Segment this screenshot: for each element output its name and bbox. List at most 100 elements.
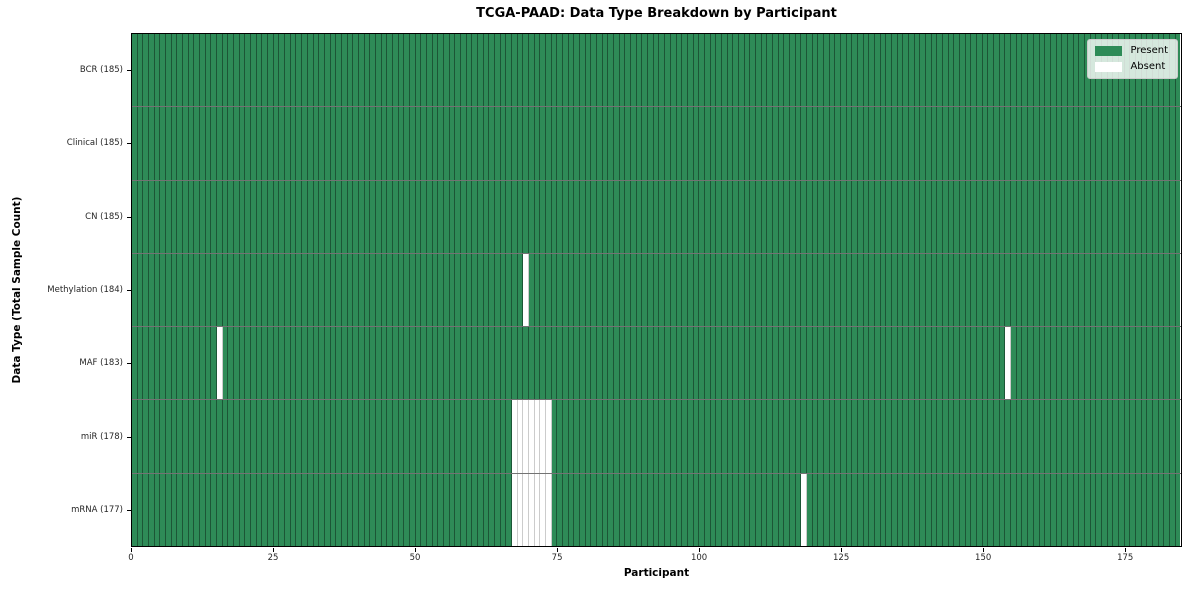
cell-CN-p58 <box>460 180 467 253</box>
cell-MAF-p133 <box>886 327 893 400</box>
cell-mRNA-p106 <box>733 473 739 546</box>
cell-Methylation-p151 <box>988 253 995 327</box>
cell-CN-p120 <box>812 180 819 253</box>
cell-CN-p101 <box>704 180 711 253</box>
cell-miR-p13 <box>205 400 212 473</box>
cell-miR-p141 <box>931 400 938 473</box>
cell-Clinical-p94 <box>665 107 671 180</box>
cell-CN-p126 <box>846 180 853 253</box>
cell-Methylation-p33 <box>319 253 325 327</box>
cell-MAF-p180 <box>1152 327 1159 400</box>
heatmap-row-Methylation <box>132 252 1181 327</box>
cell-BCR-p106 <box>733 34 739 107</box>
legend-swatch-present <box>1095 46 1123 56</box>
cell-BCR-p57 <box>455 34 461 107</box>
cell-miR-p103 <box>716 400 722 473</box>
cell-Methylation-p149 <box>977 253 983 327</box>
cell-MAF-p155 <box>1011 327 1017 400</box>
cell-miR-p133 <box>886 400 893 473</box>
cell-Clinical-p7 <box>171 107 178 180</box>
cell-Clinical-p154 <box>1005 107 1012 180</box>
cell-Methylation-p4 <box>154 253 161 327</box>
cell-miR-p128 <box>858 400 864 473</box>
cell-miR-p59 <box>466 400 473 473</box>
cell-mRNA-p139 <box>920 473 927 546</box>
cell-mRNA-p17 <box>228 473 235 546</box>
cell-miR-p80 <box>585 400 592 473</box>
y-tick-label-Clinical: Clinical (185) <box>66 138 123 149</box>
cell-MAF-p163 <box>1056 327 1063 400</box>
cell-miR-p163 <box>1056 400 1063 473</box>
legend-item-absent: Absent <box>1095 62 1168 72</box>
cell-mRNA-p30 <box>302 473 308 546</box>
cell-Clinical-p24 <box>268 107 274 180</box>
cell-mRNA-p172 <box>1107 473 1114 546</box>
cell-Clinical-p102 <box>710 107 717 180</box>
cell-Clinical-p22 <box>256 107 263 180</box>
cell-MAF-p172 <box>1107 327 1114 400</box>
cell-MAF-p71 <box>534 327 541 400</box>
cell-Methylation-p76 <box>563 253 569 327</box>
cell-mRNA-p0 <box>132 473 138 546</box>
cell-MAF-p93 <box>659 327 666 400</box>
cell-MAF-p10 <box>188 327 195 400</box>
cell-BCR-p81 <box>591 34 598 107</box>
cell-MAF-p145 <box>954 327 961 400</box>
x-tick-mark-50 <box>415 548 417 552</box>
cell-Methylation-p123 <box>829 253 836 327</box>
cell-miR-p147 <box>965 400 972 473</box>
cell-mRNA-p13 <box>205 473 212 546</box>
cell-miR-p49 <box>409 400 416 473</box>
cell-CN-p48 <box>404 180 410 253</box>
cell-MAF-p35 <box>330 327 337 400</box>
cell-MAF-p88 <box>631 327 637 400</box>
cell-BCR-p65 <box>500 34 507 107</box>
cell-miR-p136 <box>903 400 910 473</box>
cell-Clinical-p64 <box>495 107 501 180</box>
cell-mRNA-p85 <box>614 473 620 546</box>
cell-CN-p2 <box>143 180 150 253</box>
cell-BCR-p122 <box>823 34 830 107</box>
cell-mRNA-p90 <box>642 473 649 546</box>
cell-CN-p70 <box>529 180 535 253</box>
cell-Methylation-p121 <box>818 253 824 327</box>
cell-MAF-p46 <box>392 327 399 400</box>
cell-miR-p2 <box>143 400 150 473</box>
cell-miR-p157 <box>1022 400 1029 473</box>
cell-BCR-p7 <box>171 34 178 107</box>
cell-MAF-p131 <box>875 327 881 400</box>
cell-Clinical-p145 <box>954 107 961 180</box>
cell-mRNA-p35 <box>330 473 337 546</box>
cell-miR-p11 <box>194 400 201 473</box>
cell-miR-p140 <box>926 400 932 473</box>
cell-mRNA-p15 <box>217 473 223 546</box>
cell-BCR-p154 <box>1005 34 1012 107</box>
cell-BCR-p93 <box>659 34 666 107</box>
cell-MAF-p127 <box>852 327 858 400</box>
cell-Methylation-p89 <box>636 253 643 327</box>
cell-CN-p85 <box>614 180 620 253</box>
cell-miR-p162 <box>1050 400 1057 473</box>
y-tick-mark-BCR <box>127 69 131 71</box>
cell-BCR-p11 <box>194 34 201 107</box>
legend: Present Absent <box>1087 39 1178 79</box>
cell-MAF-p139 <box>920 327 927 400</box>
cell-Clinical-p32 <box>313 107 320 180</box>
cell-Clinical-p140 <box>926 107 932 180</box>
cell-miR-p115 <box>784 400 790 473</box>
cell-BCR-p31 <box>307 34 314 107</box>
cell-BCR-p18 <box>234 34 240 107</box>
cell-Methylation-p174 <box>1118 253 1125 327</box>
x-tick-label-125: 125 <box>833 553 850 563</box>
cell-Clinical-p176 <box>1130 107 1136 180</box>
x-tick-label-175: 175 <box>1117 553 1134 563</box>
y-tick-mark-miR <box>127 436 131 438</box>
cell-miR-p40 <box>358 400 365 473</box>
cell-Clinical-p155 <box>1011 107 1017 180</box>
cell-mRNA-p65 <box>500 473 507 546</box>
cell-Methylation-p91 <box>648 253 654 327</box>
cell-miR-p72 <box>540 400 547 473</box>
cell-CN-p75 <box>557 180 564 253</box>
cell-BCR-p21 <box>251 34 257 107</box>
cell-MAF-p40 <box>358 327 365 400</box>
